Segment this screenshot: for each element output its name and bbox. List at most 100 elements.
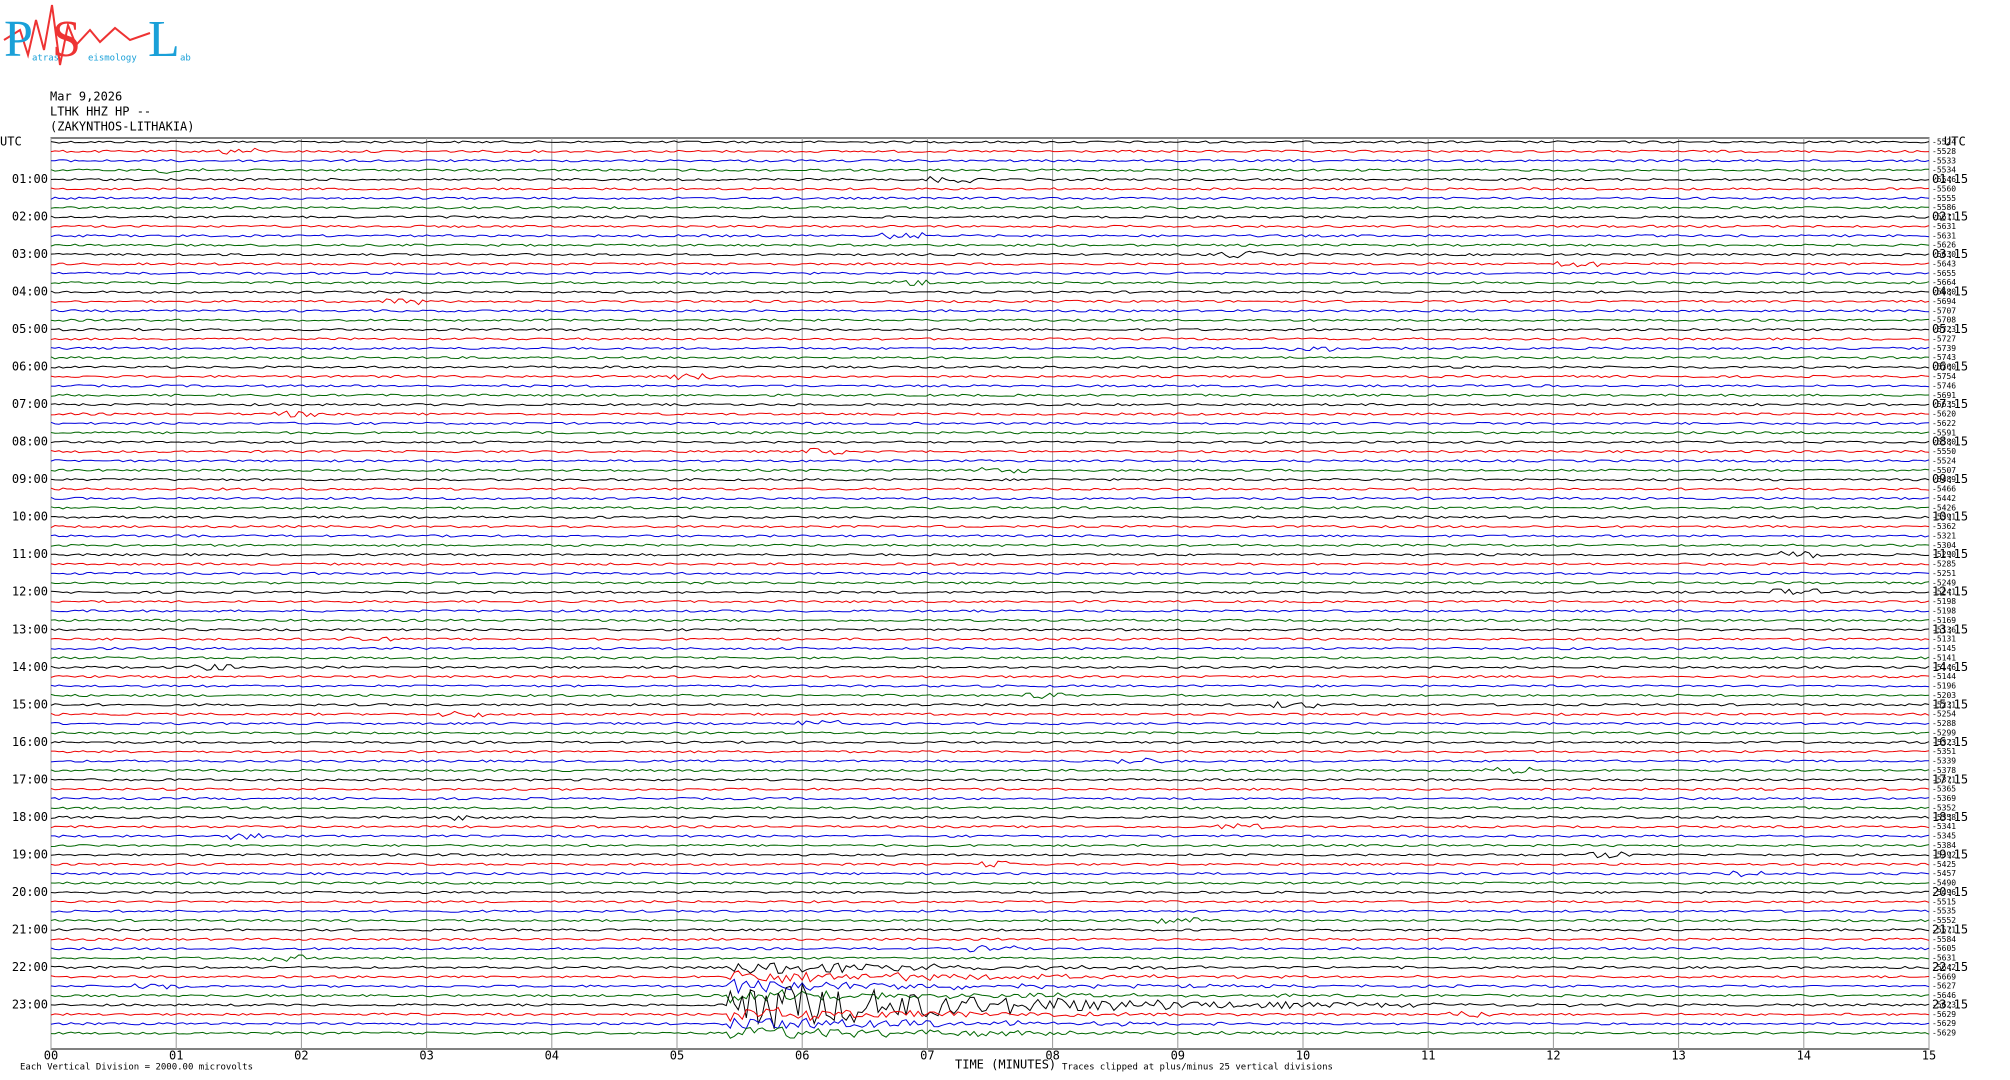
- right-hour-label: 03:15: [1932, 247, 1968, 261]
- trace: [50, 787, 1930, 791]
- trace-offset: -5321: [1932, 531, 1956, 540]
- trace: [50, 346, 1930, 352]
- trace: [50, 393, 1930, 397]
- x-tick-label: 01: [169, 1049, 183, 1063]
- trace-offset: -5591: [1932, 428, 1956, 437]
- right-hour-label: 01:15: [1932, 172, 1968, 186]
- trace: [50, 524, 1930, 529]
- trace-offset: -5584: [1932, 935, 1956, 944]
- logo-small: eismology: [88, 54, 137, 64]
- trace-offset: -5691: [1932, 391, 1956, 400]
- trace-offset: -5643: [1932, 259, 1956, 268]
- left-hour-label: 05:00: [12, 322, 48, 336]
- trace: [50, 168, 1929, 174]
- trace-offset: -5524: [1932, 138, 1956, 147]
- trace-offset: -5535: [1932, 907, 1956, 916]
- trace: [50, 843, 1930, 848]
- x-tick-label: 09: [1171, 1049, 1185, 1063]
- x-axis-title: TIME (MINUTES): [955, 1058, 1056, 1072]
- trace: [50, 881, 1930, 885]
- right-hour-label: 09:15: [1932, 472, 1968, 486]
- trace-offset: -5299: [1932, 728, 1956, 737]
- left-hour-label: 16:00: [12, 735, 48, 749]
- trace-offset: -5664: [1932, 278, 1956, 287]
- trace: [50, 684, 1930, 688]
- trace: [50, 928, 1930, 932]
- trace-offset: -5528: [1932, 147, 1956, 156]
- trace-offset: -5631: [1932, 954, 1956, 963]
- trace-offset: -5626: [1932, 241, 1956, 250]
- trace-offset: -5425: [1932, 860, 1956, 869]
- trace-offset: -5680: [1932, 288, 1956, 297]
- trace: [51, 750, 1930, 754]
- trace-offset: -5249: [1932, 578, 1956, 587]
- left-hour-label: 19:00: [12, 847, 48, 861]
- trace: [50, 534, 1930, 538]
- trace-offset: -5629: [1932, 1019, 1956, 1028]
- right-hour-label: 11:15: [1932, 547, 1968, 561]
- left-hour-label: 09:00: [12, 472, 48, 486]
- trace-offset: -5611: [1932, 213, 1956, 222]
- trace-offset: -5392: [1932, 850, 1956, 859]
- station: LTHK HHZ HP --: [50, 105, 151, 119]
- grid: [50, 137, 1930, 1050]
- trace: [50, 628, 1930, 632]
- trace-offset: -5623: [1932, 1000, 1956, 1009]
- trace: [50, 327, 1930, 332]
- x-tick-label: 03: [419, 1049, 433, 1063]
- trace-offset: -5669: [1932, 972, 1956, 981]
- trace-offset: -5708: [1932, 316, 1956, 325]
- trace-offset: -5630: [1932, 250, 1956, 259]
- trace-offset: -5707: [1932, 306, 1956, 315]
- trace: [50, 372, 1930, 381]
- trace-offset: -5391: [1932, 513, 1956, 522]
- trace-offset: -5515: [1932, 897, 1956, 906]
- trace: [50, 447, 1930, 456]
- trace: [50, 701, 1930, 709]
- trace: [50, 851, 1930, 859]
- x-tick-label: 07: [920, 1049, 934, 1063]
- left-hour-label: 18:00: [12, 810, 48, 824]
- logo-small: ab: [180, 54, 191, 64]
- x-tick-label: 08: [1045, 1049, 1059, 1063]
- trace: [50, 243, 1930, 247]
- trace-offset: -5288: [1932, 719, 1956, 728]
- trace: [51, 261, 1930, 268]
- left-axis-title: UTC: [0, 135, 22, 149]
- trace-offset: -5739: [1932, 344, 1956, 353]
- trace: [50, 487, 1930, 491]
- date: Mar 9,2026: [50, 90, 122, 104]
- right-hour-label: 15:15: [1932, 697, 1968, 711]
- trace: [50, 365, 1930, 369]
- trace-offset: -5365: [1932, 785, 1956, 794]
- trace: [50, 543, 1930, 547]
- trace-offset: -5351: [1932, 747, 1956, 756]
- x-tick-label: 05: [670, 1049, 684, 1063]
- right-hour-label: 16:15: [1932, 735, 1968, 749]
- trace-offset: -5371: [1932, 775, 1956, 784]
- trace-offset: -5546: [1932, 175, 1956, 184]
- left-hour-label: 15:00: [12, 697, 48, 711]
- trace: [50, 402, 1930, 407]
- right-hour-label: 07:15: [1932, 397, 1968, 411]
- trace-offset: -5586: [1932, 203, 1956, 212]
- trace: [50, 196, 1930, 200]
- trace: [50, 271, 1930, 275]
- trace: [50, 988, 1930, 1004]
- trace: [50, 710, 1930, 718]
- right-hour-label: 12:15: [1932, 585, 1968, 599]
- trace-offset: -5231: [1932, 700, 1956, 709]
- trace-offset: -5352: [1932, 803, 1956, 812]
- trace-offset: -5341: [1932, 822, 1956, 831]
- trace: [50, 440, 1930, 444]
- trace: [50, 860, 1930, 868]
- x-tick-label: 13: [1671, 1049, 1685, 1063]
- trace-offset: -5631: [1932, 231, 1956, 240]
- x-tick-label: 02: [294, 1049, 308, 1063]
- trace-offset: -5571: [1932, 925, 1956, 934]
- logo-letter: L: [148, 11, 180, 68]
- trace-offset: -5580: [1932, 438, 1956, 447]
- trace-offset: -5642: [1932, 963, 1956, 972]
- logo: P S L atras eismology ab: [3, 4, 191, 68]
